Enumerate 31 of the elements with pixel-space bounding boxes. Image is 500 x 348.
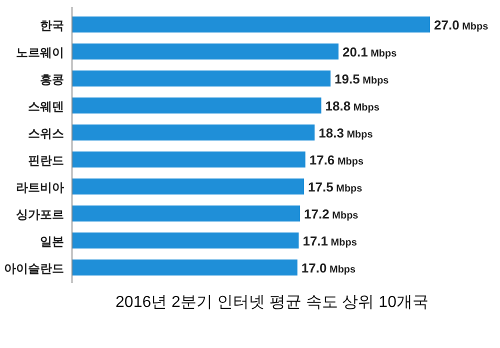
data-label: 17.2 Mbps [304, 206, 359, 222]
data-label: 17.0 Mbps [301, 260, 356, 276]
y-tick-label: 일본 [40, 234, 64, 248]
y-tick-label: 핀란드 [28, 154, 64, 168]
bar [72, 124, 315, 140]
data-label: 17.5 Mbps [308, 180, 363, 194]
y-tick-label: 아이슬란드 [4, 262, 64, 276]
y-tick-label: 스위스 [28, 126, 64, 140]
bar [72, 178, 304, 194]
y-tick-label: 싱가포르 [16, 208, 64, 222]
bar [72, 70, 331, 86]
data-label: 19.5 Mbps [334, 72, 390, 86]
bar [72, 152, 306, 168]
data-label: 18.3 Mbps [318, 126, 374, 140]
bar [72, 98, 322, 114]
data-label: 18.8 Mbps [325, 98, 380, 114]
data-label: 27.0 Mbps [434, 18, 489, 32]
data-label: 17.6 Mbps [309, 152, 364, 168]
bar [72, 16, 430, 32]
bar [72, 206, 300, 222]
y-tick-label: 한국 [40, 18, 64, 32]
data-label: 20.1 Mbps [342, 44, 398, 60]
y-tick-label: 홍콩 [40, 72, 64, 86]
data-label: 17.1 Mbps [302, 234, 358, 248]
y-tick-label: 라트비아 [16, 180, 64, 194]
y-tick-label: 노르웨이 [16, 46, 64, 60]
bar [72, 260, 298, 276]
y-tick-label: 스웨덴 [28, 100, 64, 114]
bar [72, 232, 299, 248]
bar [72, 44, 339, 60]
text: 2016년 2분기 인터넷 평균 속도 상위 10개국 [116, 294, 428, 311]
